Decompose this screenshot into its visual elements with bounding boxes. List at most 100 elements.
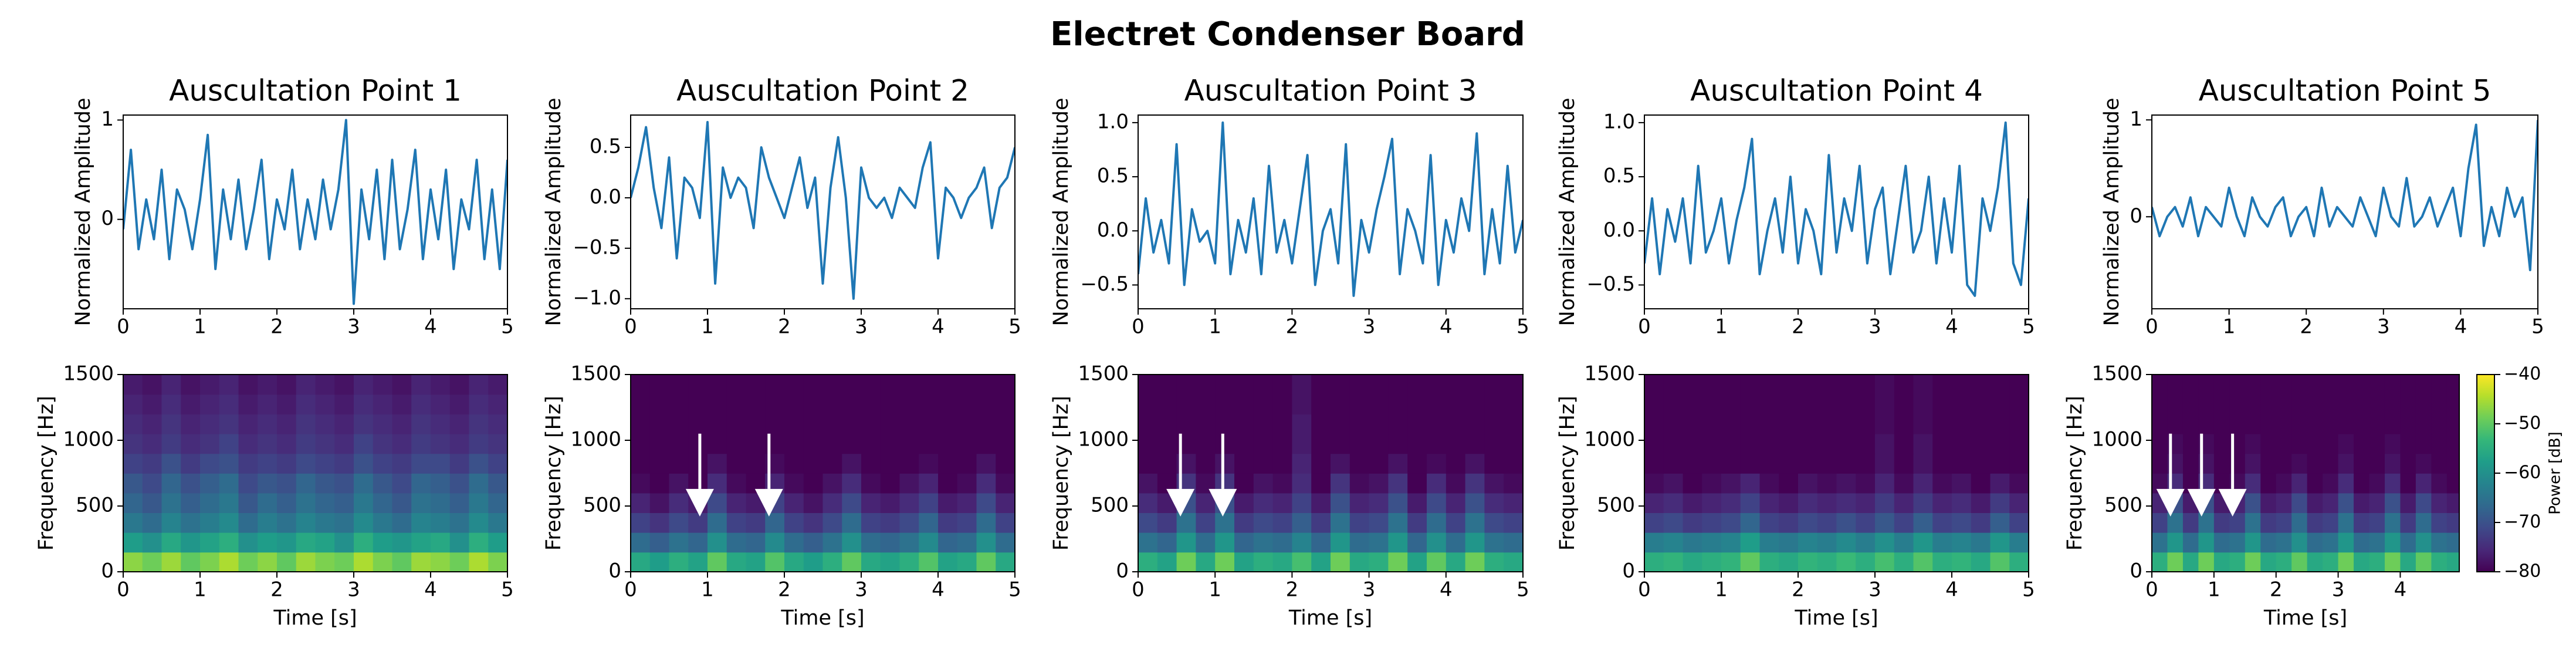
spectrogram-cell xyxy=(2354,453,2370,474)
spectrogram-cell xyxy=(631,433,651,454)
spectrogram-cell xyxy=(2213,552,2230,572)
spectrogram-cell xyxy=(631,493,651,513)
spectrogram-cell xyxy=(842,512,862,533)
spectrogram-cell xyxy=(1856,453,1876,474)
signal-line xyxy=(2152,120,2538,271)
spectrogram-cell xyxy=(1798,394,1818,414)
spectrogram-cell xyxy=(1446,375,1466,395)
spectrogram-cell xyxy=(200,414,220,434)
spectrogram-cell xyxy=(919,433,939,454)
spectrogram-cell xyxy=(411,512,431,533)
spectrogram-cell xyxy=(219,414,239,434)
spectrogram-cell xyxy=(2384,512,2401,533)
spectrogram-cell xyxy=(1484,552,1504,572)
spectrogram-cell xyxy=(1234,453,1254,474)
signal-line xyxy=(1644,121,2029,297)
spectrogram-cell xyxy=(1990,414,2010,434)
spectrogram-cell xyxy=(1952,453,1972,474)
spectrogram-cell xyxy=(880,532,901,553)
spectrogram-cell xyxy=(2276,552,2292,572)
spectrogram-cell xyxy=(1369,493,1389,513)
spectrogram-cell xyxy=(238,433,259,454)
spectrogram-cell xyxy=(2152,453,2168,474)
spectrogram-cell xyxy=(258,473,277,494)
spectrogram-cell xyxy=(1272,493,1293,513)
spectrogram-cell xyxy=(1740,375,1761,395)
spectrogram-cell xyxy=(2323,493,2339,513)
spectrogram-cell xyxy=(1369,552,1389,572)
spectrogram-cell xyxy=(1504,493,1523,513)
y-tick-label: 1500 xyxy=(570,362,621,386)
plot-area xyxy=(123,375,507,572)
spectrogram-cell xyxy=(1759,552,1780,572)
spectrogram-cell xyxy=(1971,375,1991,395)
spectrogram-cell xyxy=(1663,453,1684,474)
spectrogram-cell xyxy=(469,375,489,395)
spectrogram-cell xyxy=(2291,473,2308,494)
x-tick-label: 4 xyxy=(932,315,945,339)
spectrogram-cell xyxy=(1836,433,1857,454)
spectrogram-cell xyxy=(2167,414,2184,434)
spectrogram-cell xyxy=(277,512,297,533)
spectrogram-cell xyxy=(1644,414,1664,434)
spectrogram-cell xyxy=(161,493,182,513)
spectrogram-cell xyxy=(1798,414,1818,434)
spectrogram-cell xyxy=(2446,493,2459,513)
y-axis-label: Normalized Amplitude xyxy=(1556,98,1579,326)
spectrogram-cell xyxy=(449,493,470,513)
spectrogram-cell xyxy=(2198,394,2215,414)
signal-line xyxy=(631,121,1015,300)
spectrogram-cell xyxy=(976,453,997,474)
spectrogram-cell xyxy=(1349,473,1370,494)
y-tick-label: 0.5 xyxy=(1097,164,1129,188)
y-tick-label: 1000 xyxy=(570,428,621,451)
y-tick-label: 500 xyxy=(583,494,621,517)
spectrogram-cell xyxy=(1875,473,1895,494)
spectrogram-cell xyxy=(2291,433,2308,454)
spectrogram-cell xyxy=(1176,512,1197,533)
y-tick-label: 0.5 xyxy=(1603,164,1635,188)
spectrogram-cell xyxy=(488,375,507,395)
spectrogram-cell xyxy=(449,473,470,494)
spectrogram-cell xyxy=(200,552,220,572)
spectrogram-cell xyxy=(996,394,1015,414)
spectrogram-cell xyxy=(219,453,239,474)
spectrogram-cell xyxy=(334,473,354,494)
spectrogram-cell xyxy=(1856,532,1876,553)
spectrogram-cell xyxy=(488,512,507,533)
spectrogram-cell xyxy=(631,473,651,494)
spectrogram-cell xyxy=(1311,433,1331,454)
spectrogram-cell xyxy=(161,532,182,553)
x-tick-label: 1 xyxy=(2208,578,2220,602)
spectrogram-cell xyxy=(1856,512,1876,533)
arrow-head xyxy=(754,488,783,517)
spectrogram-cell xyxy=(708,493,727,513)
spectrogram-cell xyxy=(784,552,804,572)
y-tick-label: 0.0 xyxy=(1603,218,1635,242)
spectrogram-cell xyxy=(688,414,708,434)
spectrogram-cell xyxy=(1990,512,2010,533)
spectrogram-cell xyxy=(2182,433,2199,454)
spectrogram-cell xyxy=(1292,493,1312,513)
arrow xyxy=(2187,433,2216,517)
spectrogram-cell xyxy=(1702,414,1722,434)
x-tick-label: 4 xyxy=(424,315,437,339)
spectrogram-cell xyxy=(1138,552,1158,572)
spectrogram-cell xyxy=(2213,532,2230,553)
spectrogram-cell xyxy=(861,512,881,533)
spectrogram-cell xyxy=(2229,532,2246,553)
y-axis-label: Normalized Amplitude xyxy=(542,98,566,326)
spectrogram-cell xyxy=(2323,552,2339,572)
spectrogram-cell xyxy=(1446,552,1466,572)
spectrogram-cell xyxy=(277,414,297,434)
spectrogram-cell xyxy=(1484,493,1504,513)
x-tick-label: 4 xyxy=(1945,578,1958,602)
spectrogram-cell xyxy=(1817,473,1837,494)
spectrogram-cell xyxy=(708,453,727,474)
spectrogram-cell xyxy=(2431,493,2448,513)
spectrogram-cell xyxy=(976,493,997,513)
spectrogram-cell xyxy=(649,453,670,474)
spectrogram-cell xyxy=(2152,414,2168,434)
spectrogram-cell xyxy=(784,493,804,513)
spectrogram-cell xyxy=(1427,473,1447,494)
